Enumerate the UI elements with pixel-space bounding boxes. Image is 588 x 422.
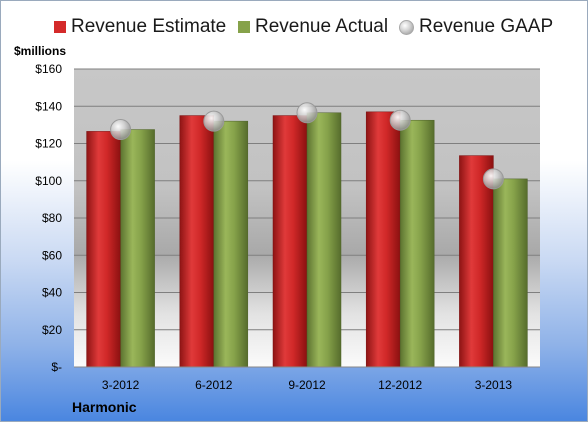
y-tick-label: $- (51, 360, 62, 374)
legend-label-actual: Revenue Actual (255, 16, 389, 37)
legend: Revenue Estimate Revenue Actual Revenue … (1, 16, 587, 44)
bar-revenue-estimate (86, 131, 121, 368)
bubble-revenue-gaap (482, 168, 504, 190)
legend-label-gaap: Revenue GAAP (419, 16, 554, 37)
legend-swatch-estimate (54, 21, 66, 33)
bar-revenue-actual (213, 120, 249, 368)
legend-swatch-actual (238, 21, 250, 33)
bar-revenue-estimate (459, 155, 494, 368)
x-tick-label: 3-2013 (475, 378, 513, 392)
legend-label-estimate: Revenue Estimate (71, 16, 227, 37)
y-tick-label: $100 (35, 174, 62, 188)
bar-revenue-estimate (365, 111, 401, 368)
gaap-bubbles (110, 102, 504, 190)
bar-revenue-actual (399, 119, 435, 368)
y-tick-label: $20 (42, 323, 62, 337)
y-tick-label: $140 (35, 99, 62, 113)
y-tick-label: $40 (42, 286, 62, 300)
y-tick-label: $60 (42, 248, 62, 262)
bubble-revenue-gaap (389, 109, 411, 131)
bar-revenue-estimate (179, 115, 215, 368)
bubble-revenue-gaap (203, 110, 225, 132)
bar-revenue-actual (306, 112, 342, 368)
y-tick-label: $120 (35, 137, 62, 151)
y-axis-tick-labels: $- $20 $40 $60 $80 $100 $120 $140 $160 (35, 62, 62, 374)
legend-item-gaap: Revenue GAAP (399, 16, 553, 38)
bar-revenue-estimate (272, 115, 308, 368)
bubble-revenue-gaap (296, 102, 318, 124)
x-tick-label: 6-2012 (195, 378, 233, 392)
legend-bubble-gaap (399, 19, 414, 35)
x-tick-label: 3-2012 (102, 378, 140, 392)
x-tick-label: 9-2012 (288, 378, 326, 392)
y-axis-units-label: $millions (14, 44, 67, 58)
y-tick-label: $80 (42, 211, 62, 225)
legend-item-estimate: Revenue Estimate (54, 16, 226, 38)
bar-revenue-actual (493, 178, 528, 368)
x-axis-tick-labels: 3-2012 6-2012 9-2012 12-2012 3-2013 (102, 378, 512, 392)
y-tick-label: $160 (35, 62, 62, 76)
company-name: Harmonic (72, 399, 137, 415)
x-tick-label: 12-2012 (378, 378, 422, 392)
bars (86, 111, 528, 368)
bubble-revenue-gaap (110, 119, 132, 141)
legend-item-actual: Revenue Actual (238, 16, 388, 38)
bar-revenue-actual (120, 129, 155, 368)
